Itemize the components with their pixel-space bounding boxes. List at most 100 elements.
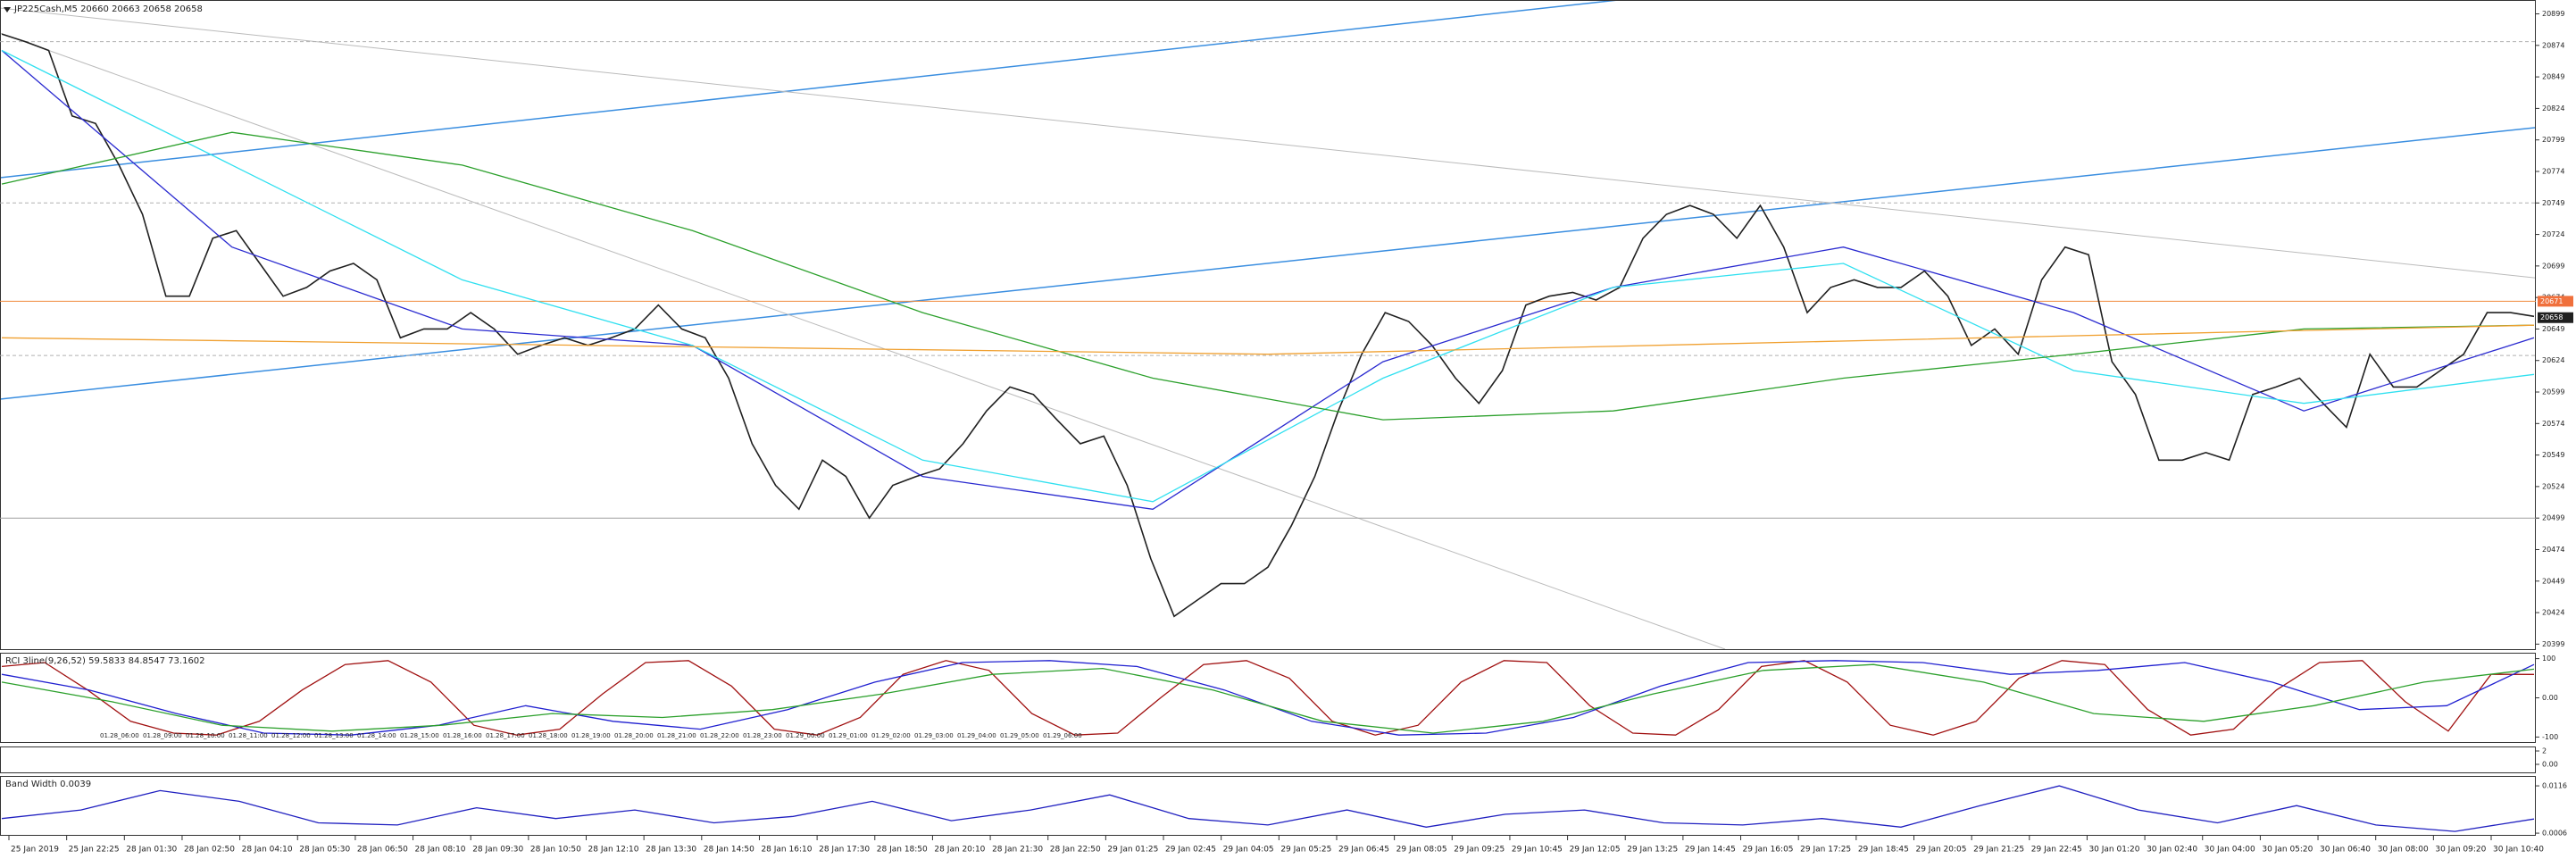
x-tick-label: 30 Jan 04:00 (2205, 846, 2255, 855)
price-box-label: 20671 (2540, 297, 2563, 305)
y-tick-label: 0.0116 (2542, 782, 2567, 790)
rci-time-label: 01.28_21:00 (657, 732, 696, 739)
rci-time-label: 01.29_05:00 (1000, 732, 1039, 739)
y-tick-label: 20799 (2542, 136, 2564, 144)
y-tick-label: 20524 (2542, 482, 2564, 490)
x-tick-label: 29 Jan 20:05 (1915, 846, 1966, 855)
drawings (0, 0, 2536, 649)
x-tick-label: 28 Jan 08:10 (415, 846, 466, 855)
x-tick-label: 28 Jan 01:30 (126, 846, 177, 855)
rci-time-label: 01.28_14:00 (357, 732, 396, 739)
rci-time-label: 01.28_13:00 (314, 732, 354, 739)
rci-time-label: 01.28_17:00 (486, 732, 525, 739)
x-tick-label: 28 Jan 09:30 (472, 846, 523, 855)
x-tick-label: 29 Jan 02:45 (1165, 846, 1216, 855)
rci-time-label: 01.29_01:00 (829, 732, 868, 739)
x-tick-label: 30 Jan 01:20 (2088, 846, 2139, 855)
y-tick-label: 0.00 (2542, 694, 2558, 702)
x-tick-label: 29 Jan 12:05 (1570, 846, 1621, 855)
trend-line (0, 0, 1619, 179)
x-tick-label: 28 Jan 12:10 (588, 846, 639, 855)
rci-time-label: 01.28_20:00 (614, 732, 654, 739)
rci-time-label: 01.28_22:00 (700, 732, 739, 739)
y-tick-label: 100 (2542, 655, 2555, 663)
x-tick-label: 29 Jan 05:25 (1280, 846, 1331, 855)
x-tick-label: 29 Jan 04:05 (1223, 846, 1274, 855)
y-tick-label: 20699 (2542, 262, 2564, 270)
y-tick-label: 20724 (2542, 230, 2564, 238)
rci-time-label: 01.29_03:00 (914, 732, 954, 739)
panel-title: Band Width 0.0039 (5, 780, 91, 789)
price-box (2538, 296, 2573, 307)
y-tick-label: -100 (2542, 733, 2558, 741)
rci-time-label: 01.29_04:00 (957, 732, 996, 739)
x-tick-label: 29 Jan 13:25 (1627, 846, 1678, 855)
y-tick-label: 20849 (2542, 73, 2564, 81)
y-tick-label: 20549 (2542, 451, 2564, 459)
y-tick-label: 20449 (2542, 577, 2564, 585)
x-tick-label: 29 Jan 09:25 (1454, 846, 1505, 855)
rci-time-label: 01.28_19:00 (571, 732, 611, 739)
x-tick-label: 29 Jan 10:45 (1512, 846, 1563, 855)
price-box (2538, 312, 2573, 323)
series-line (1, 663, 2535, 734)
y-tick-label: 20474 (2542, 546, 2564, 554)
x-tick-label: 30 Jan 08:00 (2378, 846, 2429, 855)
x-tick-label: 29 Jan 18:45 (1858, 846, 1909, 855)
x-tick-label: 29 Jan 17:25 (1800, 846, 1851, 855)
series-line (1, 660, 2535, 736)
series-line (1, 33, 2535, 618)
x-tick-label: 28 Jan 04:10 (242, 846, 293, 855)
trend-line (0, 127, 2536, 400)
rci-time-label: 01.28_23:00 (743, 732, 782, 739)
rci-time-label: 01.28_11:00 (229, 732, 268, 739)
x-tick-label: 29 Jan 14:45 (1685, 846, 1736, 855)
y-tick-label: 20774 (2542, 167, 2564, 175)
x-tick-label: 29 Jan 06:45 (1338, 846, 1389, 855)
x-tick-label: 28 Jan 02:50 (184, 846, 235, 855)
menu-arrow[interactable] (4, 7, 11, 13)
x-tick-label: 25 Jan 2019 (11, 846, 59, 855)
trend-line (0, 7, 2536, 279)
y-tick-label: 20899 (2542, 10, 2564, 18)
rci-time-label: 01.28_06:00 (100, 732, 139, 739)
x-tick-label: 29 Jan 22:45 (2031, 846, 2082, 855)
x-tick-label: 29 Jan 01:25 (1107, 846, 1158, 855)
series-line (1, 50, 2535, 510)
y-tick-label: 20624 (2542, 356, 2564, 364)
series-line (1, 131, 2535, 421)
x-tick-label: 28 Jan 18:50 (877, 846, 928, 855)
y-tick-label: 20574 (2542, 420, 2564, 428)
y-tick-label: 0.0006 (2542, 830, 2567, 838)
x-tick-label: 30 Jan 09:20 (2435, 846, 2486, 855)
x-tick-label: 29 Jan 08:05 (1396, 846, 1447, 855)
frames (0, 0, 2536, 836)
x-tick-label: 30 Jan 06:40 (2320, 846, 2371, 855)
y-tick-label: 2 (2542, 747, 2547, 755)
x-tick-label: 28 Jan 21:30 (992, 846, 1043, 855)
y-tick-label: 0.00 (2542, 761, 2558, 769)
x-tick-label: 28 Jan 14:50 (704, 846, 754, 855)
x-tick-label: 30 Jan 05:20 (2262, 846, 2313, 855)
x-tick-label: 28 Jan 13:30 (646, 846, 696, 855)
rci-time-label: 01.28_18:00 (529, 732, 568, 739)
y-tick-label: 20599 (2542, 388, 2564, 396)
rci-time-label: 01.28_12:00 (271, 732, 311, 739)
x-tick-label: 29 Jan 16:05 (1743, 846, 1794, 855)
panel-title: RCI 3line(9,26,52) 59.5833 84.8547 73.16… (5, 656, 205, 666)
series-line (1, 49, 2535, 503)
series-line (1, 324, 2535, 355)
panel-title: JP225Cash,M5 20660 20663 20658 20658 (13, 4, 203, 14)
x-tick-label: 28 Jan 10:50 (530, 846, 581, 855)
rci-time-label: 01.29_02:00 (871, 732, 911, 739)
rci-time-label: 01.28_16:00 (443, 732, 482, 739)
y-tick-label: 20824 (2542, 104, 2564, 113)
rci-time-label: 01.28_15:00 (400, 732, 439, 739)
x-tick-label: 28 Jan 05:30 (299, 846, 350, 855)
x-tick-label: 25 Jan 22:25 (69, 846, 120, 855)
trend-line (0, 32, 1726, 649)
y-tick-label: 20874 (2542, 41, 2564, 49)
y-tick-label: 20399 (2542, 640, 2564, 648)
rci-time-label: 01.28_09:00 (143, 732, 182, 739)
x-tick-label: 30 Jan 10:40 (2493, 846, 2544, 855)
